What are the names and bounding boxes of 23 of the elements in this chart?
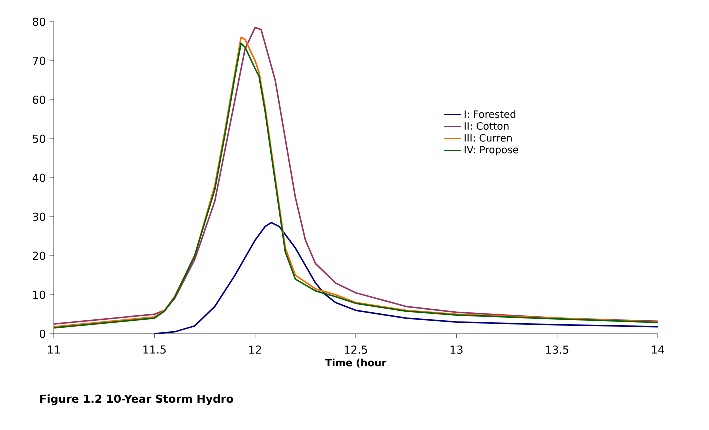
y-tick-label: 20 (33, 252, 46, 260)
x-tick-label: 14 (652, 346, 664, 354)
legend-label: III: Curren (464, 134, 512, 142)
y-tick-label: 60 (33, 96, 46, 104)
y-tick-label: 50 (33, 134, 46, 144)
x-tick-label: 12 (250, 346, 262, 354)
y-tick-label: 80 (33, 18, 46, 26)
x-tick-label: 11 (48, 346, 60, 354)
y-tick-label: 30 (33, 212, 46, 222)
y-tick-label: 10 (33, 290, 46, 300)
x-axis-title: Time (hour (325, 358, 387, 368)
y-tick-label: 0 (40, 330, 46, 338)
legend-label: I: Forested (464, 110, 516, 118)
y-tick-label: 70 (33, 56, 46, 66)
line-series (154, 222, 658, 334)
legend-label: II: Cotton (464, 122, 509, 130)
x-tick-label: 13.5 (546, 346, 569, 354)
caption: Figure 1.2 10-Year Storm Hydro (40, 394, 234, 406)
y-tick-label: 40 (32, 174, 46, 182)
x-tick-label: 11.5 (144, 346, 166, 354)
legend-label: IV: Propose (464, 146, 518, 156)
x-tick-label: 13 (450, 346, 463, 354)
x-tick-label: 12.5 (345, 346, 368, 354)
